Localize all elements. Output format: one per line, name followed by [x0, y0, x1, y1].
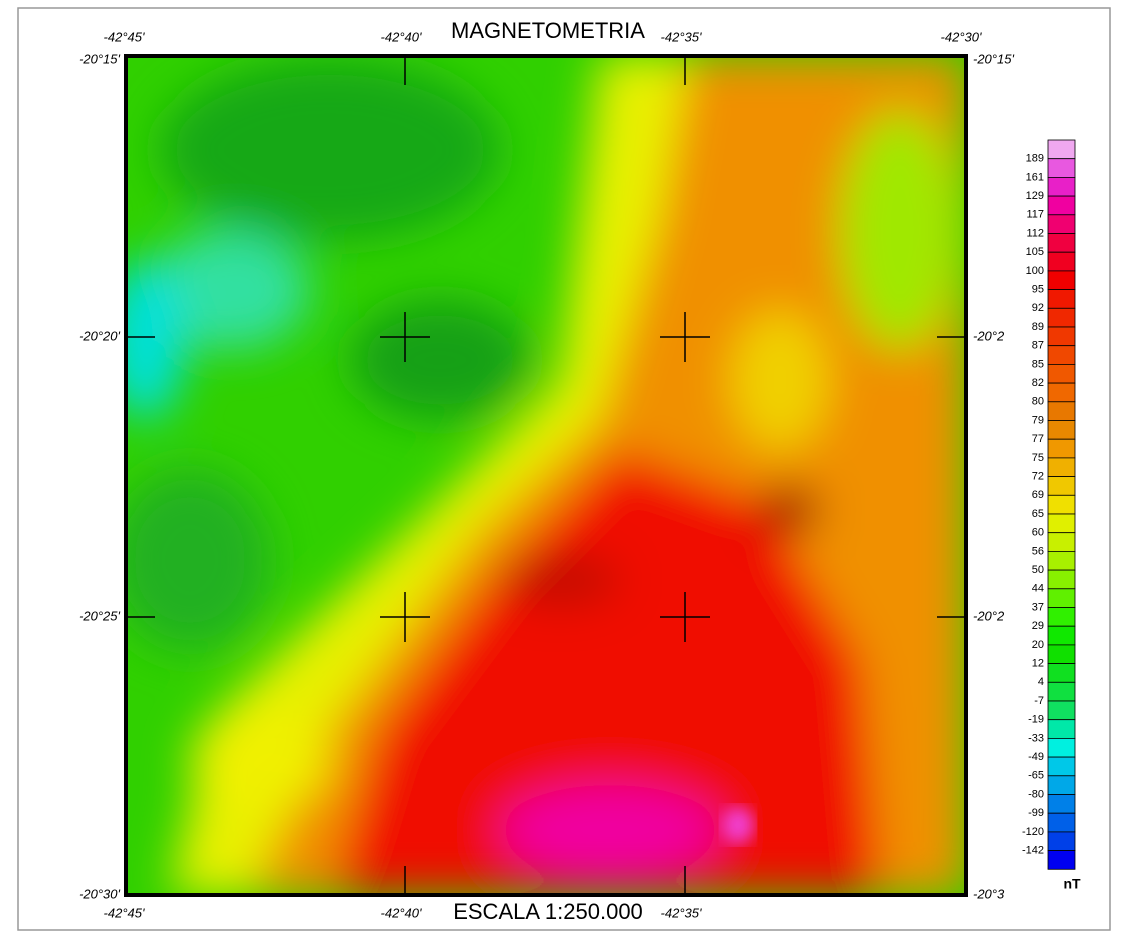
legend-label: 72	[1032, 471, 1044, 483]
legend-swatch	[1048, 608, 1075, 627]
legend-label: -120	[1022, 826, 1044, 838]
legend-swatch	[1048, 757, 1075, 776]
legend-unit: nT	[1063, 876, 1081, 892]
longitude-label: -42°45'	[104, 29, 145, 44]
legend-label: 4	[1038, 676, 1044, 688]
latitude-label: -20°15'	[973, 51, 1014, 66]
legend-swatch	[1048, 439, 1075, 458]
legend-swatch	[1048, 533, 1075, 552]
legend-label: 92	[1032, 302, 1044, 314]
legend-label: -19	[1028, 714, 1044, 726]
legend-swatch	[1048, 701, 1075, 720]
legend-swatch	[1048, 589, 1075, 608]
legend-swatch	[1048, 813, 1075, 832]
legend-label: 105	[1026, 246, 1044, 258]
legend-label: 117	[1026, 209, 1044, 221]
longitude-label: -42°35'	[661, 29, 702, 44]
legend-swatch	[1048, 720, 1075, 739]
longitude-label: -42°45'	[104, 905, 145, 920]
legend-swatch	[1048, 290, 1075, 309]
legend-label: 60	[1032, 527, 1044, 539]
legend-label: -7	[1034, 695, 1044, 707]
legend-swatch	[1048, 851, 1075, 870]
legend-swatch	[1048, 682, 1075, 701]
legend-label: 65	[1032, 508, 1044, 520]
legend-label: -49	[1028, 751, 1044, 763]
legend-label: 56	[1032, 545, 1044, 557]
legend-label: 112	[1026, 227, 1044, 239]
legend-label: 50	[1032, 564, 1044, 576]
longitude-label: -42°40'	[381, 29, 422, 44]
legend-swatch	[1048, 477, 1075, 496]
map-scale: ESCALA 1:250.000	[453, 899, 643, 924]
legend-label: -65	[1028, 770, 1044, 782]
legend-label: 12	[1032, 658, 1044, 670]
legend-swatch	[1048, 215, 1075, 234]
legend-label: 79	[1032, 414, 1044, 426]
legend-label: 29	[1032, 620, 1044, 632]
legend-label: -80	[1028, 788, 1044, 800]
legend-label: -142	[1022, 845, 1044, 857]
legend-label: -33	[1028, 732, 1044, 744]
legend-swatch	[1048, 234, 1075, 253]
legend-label: 37	[1032, 601, 1044, 613]
legend-label: 69	[1032, 489, 1044, 501]
legend-swatch	[1048, 364, 1075, 383]
map-page: MAGNETOMETRIA ESCALA 1:250.000 nT -42°45…	[0, 0, 1126, 937]
legend-label: 80	[1032, 396, 1044, 408]
legend-swatch	[1048, 664, 1075, 683]
legend-swatch	[1048, 327, 1075, 346]
legend-swatch	[1048, 495, 1075, 514]
legend-swatch	[1048, 402, 1075, 421]
legend-swatch	[1048, 776, 1075, 795]
magnetic-field-map	[105, 56, 966, 895]
legend-swatch	[1048, 514, 1075, 533]
legend-label: 75	[1032, 452, 1044, 464]
map-title: MAGNETOMETRIA	[451, 18, 645, 43]
legend-swatch	[1048, 271, 1075, 290]
legend-swatch	[1048, 832, 1075, 851]
legend-label: 100	[1026, 265, 1044, 277]
latitude-label: -20°30'	[79, 886, 120, 901]
legend-label: -99	[1028, 807, 1044, 819]
latitude-label: -20°2	[973, 328, 1005, 343]
legend-label: 129	[1026, 190, 1044, 202]
legend-swatch	[1048, 252, 1075, 271]
longitude-label: -42°30'	[941, 29, 982, 44]
legend-label: 161	[1026, 171, 1044, 183]
latitude-label: -20°2	[973, 608, 1005, 623]
longitude-label: -42°35'	[661, 905, 702, 920]
latitude-label: -20°3	[973, 886, 1005, 901]
latitude-label: -20°20'	[79, 328, 120, 343]
legend-swatch	[1048, 177, 1075, 196]
legend-swatch	[1048, 346, 1075, 365]
legend-label: 189	[1026, 153, 1044, 165]
legend-swatch	[1048, 570, 1075, 589]
legend-swatch	[1048, 196, 1075, 215]
legend-label: 85	[1032, 358, 1044, 370]
legend-label: 77	[1032, 433, 1044, 445]
legend-swatch	[1048, 383, 1075, 402]
legend-swatch	[1048, 140, 1075, 159]
legend-swatch	[1048, 458, 1075, 477]
latitude-label: -20°25'	[79, 608, 120, 623]
longitude-label: -42°40'	[381, 905, 422, 920]
legend-swatch	[1048, 645, 1075, 664]
legend-swatch	[1048, 551, 1075, 570]
legend-swatch	[1048, 626, 1075, 645]
legend-label: 95	[1032, 284, 1044, 296]
legend-label: 89	[1032, 321, 1044, 333]
legend-swatch	[1048, 795, 1075, 814]
legend-label: 44	[1032, 583, 1044, 595]
legend-swatch	[1048, 738, 1075, 757]
legend-label: 20	[1032, 639, 1044, 651]
legend-swatch	[1048, 308, 1075, 327]
legend-label: 82	[1032, 377, 1044, 389]
legend-label: 87	[1032, 340, 1044, 352]
legend-swatch	[1048, 159, 1075, 178]
latitude-label: -20°15'	[79, 51, 120, 66]
legend-swatch	[1048, 421, 1075, 440]
